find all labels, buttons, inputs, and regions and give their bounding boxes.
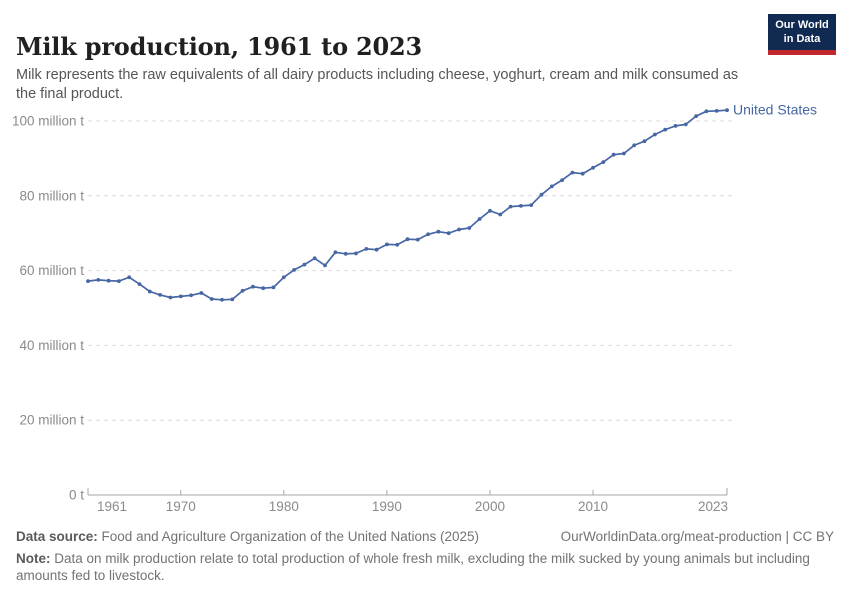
data-point[interactable] <box>663 127 668 132</box>
y-tick-label: 80 million t <box>19 188 84 203</box>
data-point[interactable] <box>529 203 534 207</box>
data-point[interactable] <box>168 295 173 300</box>
data-point[interactable] <box>395 242 400 247</box>
data-point[interactable] <box>508 204 513 209</box>
data-point[interactable] <box>220 297 224 302</box>
data-point[interactable] <box>467 226 472 230</box>
data-point[interactable] <box>385 242 389 247</box>
data-point[interactable] <box>549 184 554 189</box>
data-point[interactable] <box>683 122 688 127</box>
data-point[interactable] <box>271 285 276 290</box>
data-point[interactable] <box>209 297 214 301</box>
y-tick-label: 20 million t <box>19 413 84 428</box>
data-point[interactable] <box>488 208 492 213</box>
note-label: Note: <box>16 550 51 566</box>
data-point[interactable] <box>158 293 163 297</box>
chart-subtitle: Milk represents the raw equivalents of a… <box>16 66 739 102</box>
chart-footer: Data source: Food and Agriculture Organi… <box>16 528 834 585</box>
data-point[interactable] <box>725 108 729 113</box>
data-point[interactable] <box>261 286 266 291</box>
data-point[interactable] <box>199 291 204 295</box>
data-point[interactable] <box>642 139 647 144</box>
data-point[interactable] <box>570 170 575 175</box>
data-point[interactable] <box>147 289 152 294</box>
x-tick-label: 2010 <box>578 499 608 514</box>
data-point[interactable] <box>673 124 678 128</box>
note-text: Data on milk production relate to total … <box>16 550 810 584</box>
x-tick-label: 1980 <box>269 499 299 514</box>
x-tick-label: 1970 <box>166 499 196 514</box>
data-point[interactable] <box>117 279 121 283</box>
data-point[interactable] <box>694 114 698 118</box>
data-point[interactable] <box>591 165 595 170</box>
owid-logo[interactable]: Our World in Data <box>768 14 836 55</box>
data-point[interactable] <box>230 297 235 302</box>
data-point[interactable] <box>86 279 90 283</box>
data-point[interactable] <box>601 160 606 164</box>
line-chart[interactable]: 0 t 20 million t 40 million t 60 million t 8… <box>0 95 850 525</box>
data-point[interactable] <box>405 237 410 242</box>
data-point[interactable] <box>137 282 142 286</box>
attribution-text: OurWorldinData.org/meat-production | CC … <box>560 529 834 544</box>
logo-line-2: in Data <box>783 33 821 45</box>
note-line: Note: Data on milk production relate to … <box>16 550 834 585</box>
data-source-line: Data source: Food and Agriculture Organi… <box>16 528 479 546</box>
data-source-label: Data source: <box>16 529 98 544</box>
data-point[interactable] <box>498 212 503 217</box>
series-line-united-states[interactable] <box>87 109 728 301</box>
data-point[interactable] <box>653 132 657 137</box>
data-point[interactable] <box>189 293 194 298</box>
data-point[interactable] <box>477 217 482 221</box>
y-tick-label: 100 million t <box>12 114 84 129</box>
data-point[interactable] <box>333 250 338 255</box>
data-point[interactable] <box>580 171 585 176</box>
data-point[interactable] <box>323 263 327 268</box>
data-point[interactable] <box>251 284 255 289</box>
data-point[interactable] <box>539 192 544 197</box>
data-point[interactable] <box>426 232 430 237</box>
entity-label[interactable]: United States <box>733 102 817 118</box>
data-point[interactable] <box>415 237 420 242</box>
data-point[interactable] <box>446 231 451 236</box>
y-tick-label: 60 million t <box>19 263 84 278</box>
data-point[interactable] <box>354 251 358 256</box>
data-point[interactable] <box>178 294 183 299</box>
logo-line-1: Our World <box>775 18 829 31</box>
data-point[interactable] <box>457 227 461 232</box>
data-point[interactable] <box>560 178 564 182</box>
data-point[interactable] <box>292 268 296 272</box>
data-point[interactable] <box>127 275 132 280</box>
data-point[interactable] <box>364 247 369 251</box>
y-tick-label: 0 t <box>69 488 84 503</box>
data-source-text: Food and Agriculture Organization of the… <box>101 529 480 544</box>
data-point[interactable] <box>611 152 616 157</box>
data-point[interactable] <box>632 143 637 148</box>
data-point[interactable] <box>436 229 441 234</box>
x-tick-label: 1990 <box>372 499 402 514</box>
data-point[interactable] <box>302 262 307 267</box>
data-point[interactable] <box>281 275 286 280</box>
y-tick-label: 40 million t <box>19 338 84 353</box>
data-point[interactable] <box>96 278 101 282</box>
data-source-row: Data source: Food and Agriculture Organi… <box>16 528 834 546</box>
data-point[interactable] <box>312 256 317 261</box>
data-point[interactable] <box>519 204 523 208</box>
page-title: Milk production, 1961 to 2023 <box>16 32 423 62</box>
data-point[interactable] <box>240 288 245 293</box>
data-point[interactable] <box>374 247 379 252</box>
data-point[interactable] <box>343 251 348 256</box>
x-tick-label: 2023 <box>698 499 728 514</box>
data-point[interactable] <box>714 109 719 113</box>
x-tick-label: 1961 <box>97 499 127 514</box>
data-point[interactable] <box>704 109 709 114</box>
data-point[interactable] <box>622 151 626 156</box>
x-tick-label: 2000 <box>475 499 505 514</box>
data-point[interactable] <box>106 278 111 283</box>
